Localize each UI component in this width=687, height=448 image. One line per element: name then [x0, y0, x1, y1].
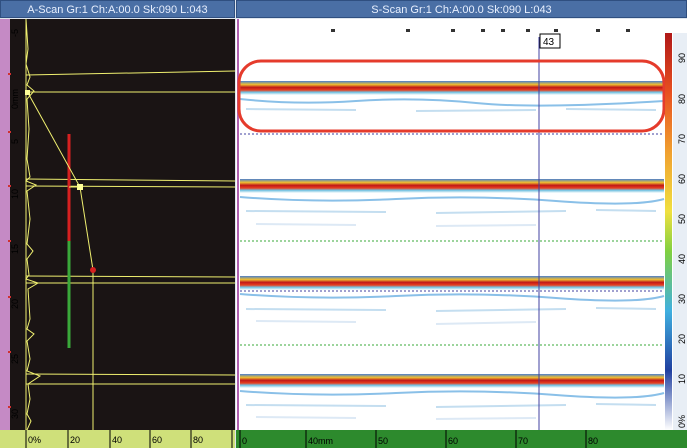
cursor-readout: 43 — [543, 37, 555, 48]
depth-label-25: 25 — [10, 354, 20, 364]
index-label-50: 50 — [378, 436, 388, 446]
highlight-outline — [237, 59, 666, 133]
tcg-curve — [27, 92, 94, 430]
sscan-title: S-Scan Gr:1 Ch:A:00.0 Sk:090 L:043 — [371, 4, 552, 16]
scale-label-20: 20 — [677, 334, 687, 344]
scale-label-30: 30 — [677, 294, 687, 304]
depth-axis-labels: -5 0mm 5 10 15 20 25 30 — [10, 29, 20, 419]
sscan-title-bar: S-Scan Gr:1 Ch:A:00.0 Sk:090 L:043 — [236, 0, 687, 18]
amp-label-80: 80 — [193, 435, 203, 445]
echo-band-1 — [239, 81, 665, 112]
depth-label-30: 30 — [10, 409, 20, 419]
scale-label-60: 60 — [677, 174, 687, 184]
marker-point-3[interactable] — [90, 267, 96, 273]
depth-label-0mm: 0mm — [10, 89, 20, 109]
depth-ruler-ticks — [8, 73, 11, 408]
cursor-readout-box — [539, 33, 561, 49]
depth-label-m5: -5 — [10, 29, 20, 37]
color-scale-ruler[interactable] — [673, 33, 687, 430]
amp-label-60: 60 — [152, 435, 162, 445]
index-label-60: 60 — [448, 436, 458, 446]
marker-point-1[interactable] — [25, 90, 30, 95]
dotted-gate-lines — [240, 133, 664, 346]
depth-label-5: 5 — [10, 139, 20, 144]
index-ruler[interactable] — [236, 430, 687, 448]
scale-label-40: 40 — [677, 254, 687, 264]
scale-label-90: 90 — [677, 53, 687, 63]
echo-lines — [25, 70, 235, 385]
ascan-view[interactable]: -5 0mm 5 10 15 20 25 30 — [0, 19, 235, 430]
depth-label-15: 15 — [10, 244, 20, 254]
amp-label-20: 20 — [70, 435, 80, 445]
marker-point-2[interactable] — [77, 184, 83, 190]
amp-label-0: 0% — [28, 435, 41, 445]
scale-label-0: 0% — [677, 415, 687, 428]
depth-ruler[interactable] — [0, 19, 10, 430]
depth-label-10: 10 — [10, 189, 20, 199]
sscan-view[interactable]: 43 90 80 70 60 50 40 30 20 10 0% 0 40mm … — [236, 19, 687, 448]
color-scale-labels: 90 80 70 60 50 40 30 20 10 0% — [677, 53, 687, 428]
index-label-70: 70 — [518, 436, 528, 446]
index-label-0: 0 — [242, 436, 247, 446]
scale-label-10: 10 — [677, 374, 687, 384]
echo-band-3 — [239, 276, 665, 325]
echo-band-2 — [239, 179, 665, 227]
amplitude-ruler[interactable]: 0% 20 40 60 80 — [0, 430, 235, 448]
ascan-title: A-Scan Gr:1 Ch:A:00.0 Sk:090 L:043 — [27, 4, 208, 16]
scale-label-50: 50 — [677, 214, 687, 224]
index-label-40mm: 40mm — [308, 436, 333, 446]
color-scale-bar — [665, 33, 672, 430]
ascan-title-bar: A-Scan Gr:1 Ch:A:00.0 Sk:090 L:043 — [0, 0, 235, 18]
scale-label-70: 70 — [677, 134, 687, 144]
index-label-80: 80 — [588, 436, 598, 446]
sscan-top-ticks — [331, 29, 630, 32]
echo-band-4 — [239, 374, 665, 420]
index-ruler-ticks — [239, 430, 587, 448]
depth-label-20: 20 — [10, 299, 20, 309]
scale-label-80: 80 — [677, 94, 687, 104]
amp-label-40: 40 — [112, 435, 122, 445]
ascan-background — [0, 19, 235, 430]
ascan-waveform — [25, 19, 42, 430]
